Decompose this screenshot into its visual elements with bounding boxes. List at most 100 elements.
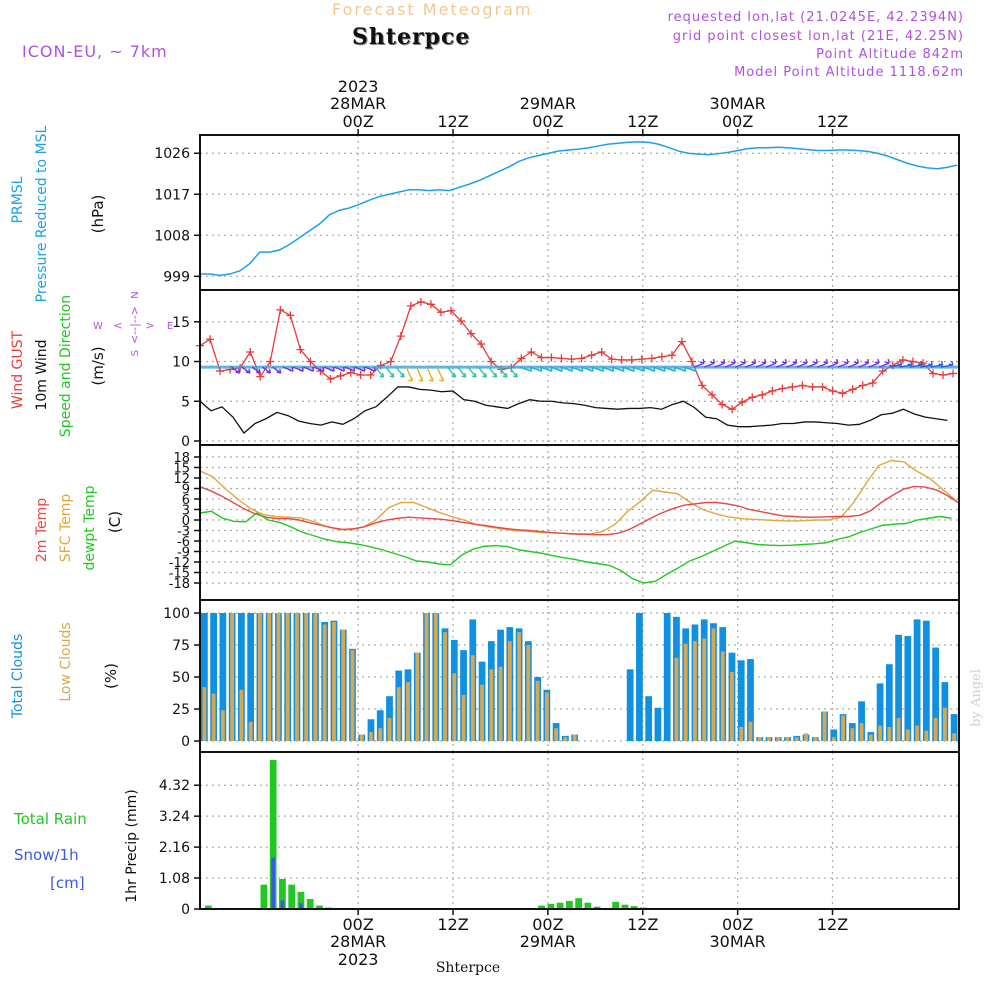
y-tick-label: 0 [181, 434, 190, 450]
low-cloud-bar [378, 728, 383, 741]
total-cloud-bar [747, 659, 754, 741]
wind-speed-line [199, 386, 948, 435]
y-tick-label: 3 [182, 504, 190, 519]
y-tick-label: 15 [172, 315, 190, 331]
bottom-date-label: 29MAR [520, 932, 576, 951]
low-cloud-bar [563, 737, 568, 741]
low-cloud-bar [239, 689, 244, 741]
wind-direction-arrow [786, 362, 797, 368]
wind-gust-point [396, 332, 405, 341]
low-cloud-bar [693, 641, 697, 741]
total-cloud-bar [645, 696, 653, 741]
panel-frame [199, 134, 960, 291]
wind-direction-arrowhead [691, 366, 697, 372]
wind-gust-point [567, 355, 576, 364]
wind-direction-arrowhead [751, 358, 757, 364]
wind-gust-point [949, 369, 958, 378]
wind-gust-point [597, 347, 606, 356]
low-cloud-bar [498, 666, 503, 741]
wind-direction-arrowhead [309, 366, 315, 372]
bottom-year-label: 2023 [338, 950, 379, 969]
low-cloud-bar [702, 638, 707, 741]
pressure-line [200, 141, 958, 277]
top-hour-label: 00Z [722, 112, 753, 131]
precip-axis-label: 1hr Precip (mm) [124, 789, 140, 902]
total-cloud-bar [830, 729, 838, 741]
rain-bar [547, 903, 555, 909]
wind-direction-arrowhead [399, 372, 405, 378]
low-cloud-bar [887, 726, 892, 741]
total-cloud-bar [932, 647, 939, 741]
wind-direction-arrowhead [720, 358, 726, 364]
wind-direction-arrowhead [371, 366, 376, 372]
y-tick-label: 1026 [154, 146, 190, 162]
low-cloud-bar [526, 645, 531, 741]
low-cloud-bar [822, 711, 827, 741]
watermark-text: by Angel [969, 669, 984, 727]
rain-bar [269, 760, 277, 909]
wind-gust-point [898, 355, 907, 364]
total-cloud-bar [950, 714, 958, 741]
clouds-unit-label: (%) [102, 663, 120, 689]
grid-layer [200, 135, 959, 910]
total-cloud-bar [885, 664, 893, 741]
compass-arrows: <--|--> [128, 306, 141, 344]
rain-bar [260, 884, 268, 909]
wind-gust-point [457, 316, 466, 325]
wind-gust-point [366, 371, 375, 380]
low-cloud-bar [304, 613, 309, 741]
y-tick-label: 6 [182, 493, 190, 508]
wind-direction-arrow [868, 362, 880, 368]
low-cloud-bar [785, 737, 790, 741]
wind-gust-point [557, 354, 566, 363]
sfc-temp-label: SFC Temp [58, 494, 74, 563]
low-cloud-bar [452, 673, 457, 741]
rain-bar [630, 906, 638, 909]
wind-gust-point [858, 381, 867, 390]
rain-bar [306, 898, 314, 909]
y-tick-label: -6 [177, 535, 190, 550]
wind-direction-arrowhead [235, 368, 241, 374]
wind-direction-arrowhead [833, 358, 839, 364]
wind-gust-point [627, 355, 636, 364]
wind-gust-point [537, 353, 546, 362]
wind-direction-arrowhead [917, 360, 923, 366]
y-tick-label: -9 [177, 546, 190, 561]
wind-direction-arrow [765, 362, 777, 368]
wind-direction-arrowhead [874, 358, 880, 364]
top-hour-label: 12Z [437, 112, 468, 131]
wind-gust-point [798, 381, 807, 390]
low-cloud-bar [868, 734, 873, 741]
wind-gust-point [667, 351, 676, 360]
wind-direction-arrow [796, 362, 808, 368]
wind-direction-arrowhead [948, 360, 954, 366]
total-cloud-bar [895, 634, 902, 741]
top-hour-label: 00Z [532, 112, 563, 131]
top-hour-label: 12Z [817, 112, 848, 131]
low-cloud-bar [850, 728, 855, 741]
low-cloud-bar [480, 684, 484, 741]
pressure-unit-label: (hPa) [89, 195, 107, 234]
wind-gust-point [838, 389, 847, 398]
low-cloud-bar [767, 737, 771, 741]
wind-gust-point [748, 393, 757, 402]
wind-direction-arrow [930, 364, 943, 368]
y-tick-label: 100 [163, 606, 190, 622]
wind-gust-point [778, 384, 787, 393]
wind-direction-arrowhead [482, 372, 487, 378]
low-cloud-bar [915, 725, 919, 741]
wind-direction-arrow [806, 362, 818, 368]
rain-bar [288, 884, 296, 909]
wind-direction-arrow [734, 362, 746, 368]
low-cloud-bar [554, 728, 558, 741]
low-cloud-bar [313, 613, 318, 741]
model-label: ICON-EU, ~ 7km [22, 42, 168, 61]
low-cloud-bar [461, 694, 466, 741]
dewpoint-label: dewpt Temp [82, 485, 98, 570]
wind-direction-arrowhead [266, 368, 272, 374]
wind-direction-arrowhead [350, 366, 356, 372]
low-cloud-bar [924, 730, 929, 741]
low-cloud-bar [683, 643, 688, 741]
wind-gust-point [296, 345, 305, 354]
wind-gust-point [206, 335, 215, 344]
